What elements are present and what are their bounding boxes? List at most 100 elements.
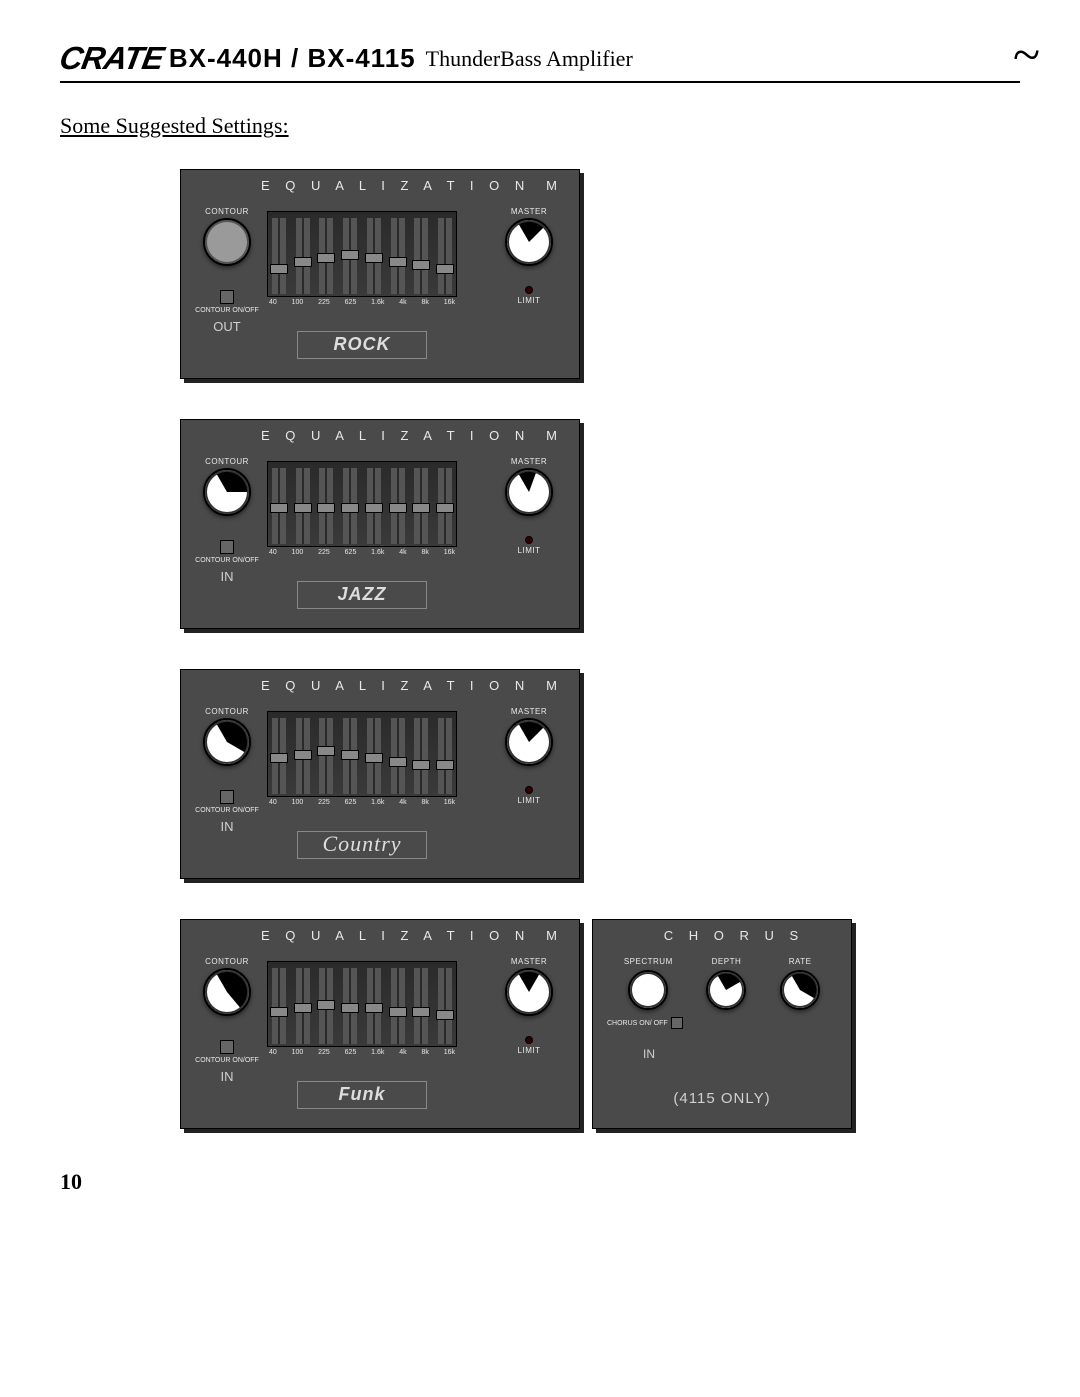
eq-slider[interactable]: [438, 468, 452, 544]
eq-freqs: 401002256251.6k4k8k16k: [267, 1047, 457, 1056]
slider-handle[interactable]: [270, 264, 288, 274]
eq-slider[interactable]: [414, 468, 428, 544]
eq-slider[interactable]: [319, 468, 333, 544]
slider-handle[interactable]: [412, 1007, 430, 1017]
panel-body: CONTOURCONTOUR ON/OFFIN401002256251.6k4k…: [181, 947, 579, 1117]
slider-handle[interactable]: [436, 503, 454, 513]
freq-label: 8k: [421, 1049, 428, 1056]
freq-label: 40: [269, 799, 277, 806]
knob[interactable]: [505, 218, 553, 266]
slider-handle[interactable]: [412, 760, 430, 770]
contour-switch[interactable]: CONTOUR ON/OFF: [193, 540, 261, 565]
eq-slider[interactable]: [319, 968, 333, 1044]
eq-slider[interactable]: [272, 218, 286, 294]
eq-slider[interactable]: [296, 718, 310, 794]
knob[interactable]: [706, 970, 746, 1010]
slider-handle[interactable]: [412, 260, 430, 270]
slider-handle[interactable]: [294, 257, 312, 267]
knob[interactable]: [505, 968, 553, 1016]
knob[interactable]: [505, 468, 553, 516]
eq-slider[interactable]: [414, 968, 428, 1044]
slider-handle[interactable]: [365, 753, 383, 763]
eq-slider[interactable]: [391, 718, 405, 794]
slider-handle[interactable]: [341, 750, 359, 760]
eq-slider[interactable]: [343, 468, 357, 544]
eq-slider[interactable]: [391, 218, 405, 294]
panel-header: E Q U A L I Z A T I O NM: [181, 920, 579, 947]
chorus-switch[interactable]: CHORUS ON/ OFF: [607, 1017, 683, 1029]
eq-slider[interactable]: [367, 218, 381, 294]
eq-slider[interactable]: [414, 218, 428, 294]
eq-slider[interactable]: [319, 718, 333, 794]
knob[interactable]: [203, 968, 251, 1016]
eq-slider[interactable]: [438, 968, 452, 1044]
slider-handle[interactable]: [294, 750, 312, 760]
knob[interactable]: [628, 970, 668, 1010]
eq-slider[interactable]: [272, 718, 286, 794]
freq-label: 40: [269, 1049, 277, 1056]
slider-handle[interactable]: [436, 760, 454, 770]
contour-switch[interactable]: CONTOUR ON/OFF: [193, 1040, 261, 1065]
slider-handle[interactable]: [389, 757, 407, 767]
freq-label: 625: [345, 299, 357, 306]
slider-handle[interactable]: [389, 503, 407, 513]
slider-handle[interactable]: [317, 1000, 335, 1010]
eq-slider[interactable]: [367, 468, 381, 544]
freq-label: 4k: [399, 799, 406, 806]
eq-slider[interactable]: [296, 968, 310, 1044]
knob[interactable]: [203, 468, 251, 516]
eq-slider[interactable]: [343, 718, 357, 794]
slider-handle[interactable]: [365, 1003, 383, 1013]
eq-slider[interactable]: [391, 968, 405, 1044]
slider-handle[interactable]: [436, 264, 454, 274]
slider-handle[interactable]: [317, 253, 335, 263]
master-label: MASTER: [495, 457, 563, 466]
slider-handle[interactable]: [412, 503, 430, 513]
limit-label: LIMIT: [495, 296, 563, 305]
slider-handle[interactable]: [270, 1007, 288, 1017]
knob[interactable]: [505, 718, 553, 766]
eq-slider[interactable]: [272, 968, 286, 1044]
slider-handle[interactable]: [317, 503, 335, 513]
slider-handle[interactable]: [294, 1003, 312, 1013]
slider-handle[interactable]: [436, 1010, 454, 1020]
freq-label: 225: [318, 549, 330, 556]
eq-slider[interactable]: [296, 218, 310, 294]
knob[interactable]: [203, 218, 251, 266]
eq-block: 401002256251.6k4k8k16k: [267, 211, 457, 306]
knob[interactable]: [780, 970, 820, 1010]
m-label: M: [546, 428, 563, 443]
chorus-body: SPECTRUMDEPTHRATECHORUS ON/ OFFIN(4115 O…: [593, 947, 851, 1117]
slider-handle[interactable]: [270, 753, 288, 763]
slider-handle[interactable]: [365, 253, 383, 263]
slider-handle[interactable]: [389, 1007, 407, 1017]
chorus-io-label: IN: [643, 1047, 655, 1061]
eq-slider[interactable]: [343, 968, 357, 1044]
slider-handle[interactable]: [341, 250, 359, 260]
slider-handle[interactable]: [341, 503, 359, 513]
slider-handle[interactable]: [341, 1003, 359, 1013]
eq-slider[interactable]: [367, 718, 381, 794]
eq-slider[interactable]: [272, 468, 286, 544]
eq-slider[interactable]: [414, 718, 428, 794]
m-label: M: [546, 678, 563, 693]
eq-sliders: [267, 461, 457, 547]
limit-label: LIMIT: [495, 796, 563, 805]
slider-handle[interactable]: [365, 503, 383, 513]
contour-switch[interactable]: CONTOUR ON/OFF: [193, 290, 261, 315]
slider-handle[interactable]: [270, 503, 288, 513]
eq-slider[interactable]: [343, 218, 357, 294]
eq-slider[interactable]: [438, 218, 452, 294]
freq-label: 40: [269, 299, 277, 306]
contour-switch[interactable]: CONTOUR ON/OFF: [193, 790, 261, 815]
slider-handle[interactable]: [389, 257, 407, 267]
eq-slider[interactable]: [438, 718, 452, 794]
eq-slider[interactable]: [296, 468, 310, 544]
slider-handle[interactable]: [317, 746, 335, 756]
eq-slider[interactable]: [391, 468, 405, 544]
knob[interactable]: [203, 718, 251, 766]
freq-label: 625: [345, 799, 357, 806]
eq-slider[interactable]: [367, 968, 381, 1044]
eq-slider[interactable]: [319, 218, 333, 294]
slider-handle[interactable]: [294, 503, 312, 513]
